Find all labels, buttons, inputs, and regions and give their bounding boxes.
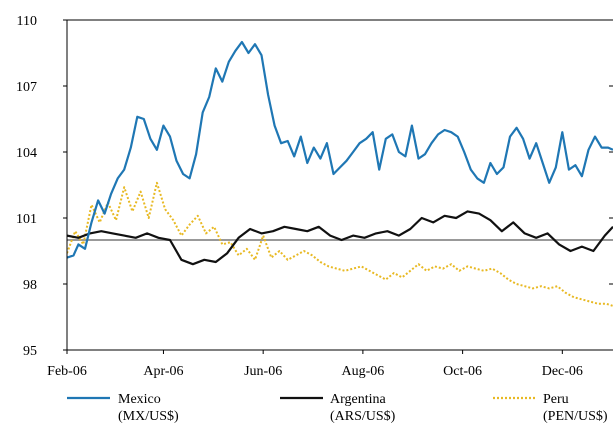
y-tick-label: 110 xyxy=(17,14,37,29)
x-tick-label: Apr-06 xyxy=(143,364,183,379)
axes xyxy=(66,19,613,351)
x-axis-ticks: Feb-06 Apr-06 Jun-06 Aug-06 Oct-06 Dec-06 xyxy=(47,350,583,379)
y-tick-label: 107 xyxy=(16,80,37,95)
x-tick-label: Oct-06 xyxy=(443,364,482,379)
series-line-argentina xyxy=(67,210,613,266)
y-tick-label: 95 xyxy=(23,344,37,359)
y-tick-label: 98 xyxy=(23,278,37,293)
legend-unit-mexico: (MX/US$) xyxy=(118,409,179,423)
legend-unit-argentina: (ARS/US$) xyxy=(330,409,396,423)
x-tick-label: Feb-06 xyxy=(47,364,87,379)
series-line-peru xyxy=(67,181,613,307)
y-tick-label: 104 xyxy=(16,146,37,161)
x-tick-label: Jun-06 xyxy=(244,364,282,379)
y-axis-ticks: 95 98 101 104 107 110 xyxy=(16,14,613,359)
y-tick-label: 101 xyxy=(16,212,37,227)
series-line-mexico xyxy=(67,40,613,259)
legend-label-peru: Peru xyxy=(543,392,569,407)
legend-label-argentina: Argentina xyxy=(330,392,387,407)
legend-label-mexico: Mexico xyxy=(118,392,161,407)
x-tick-label: Aug-06 xyxy=(341,364,384,379)
legend: Mexico (MX/US$) Argentina (ARS/US$) Peru (PEN… xyxy=(67,392,608,423)
x-tick-label: Dec-06 xyxy=(542,364,583,379)
legend-unit-peru: (PEN/US$) xyxy=(543,409,608,423)
series-lines xyxy=(67,40,613,307)
